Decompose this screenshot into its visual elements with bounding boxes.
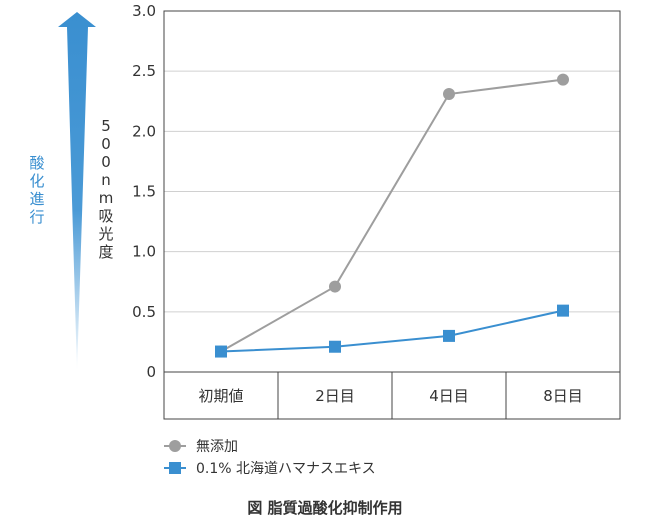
series-layer (215, 73, 569, 358)
y-tick-label: 3.0 (132, 2, 156, 20)
oxidation-arrow (58, 12, 96, 372)
y-tick-label: 0 (146, 363, 156, 381)
legend: 無添加 0.1% 北海道ハマナスエキス (164, 439, 376, 477)
figure-caption: 図 脂質過酸化抑制作用 (247, 499, 402, 517)
legend-label: 0.1% 北海道ハマナスエキス (196, 461, 376, 477)
y-tick-label: 0.5 (132, 303, 156, 321)
data-point (329, 280, 341, 293)
oxidation-arrow-shape (58, 12, 96, 372)
y-tick-label: 2.0 (132, 122, 156, 140)
arrow-label: 酸化進行 (29, 154, 44, 226)
data-point (557, 304, 569, 317)
data-point (557, 73, 569, 86)
category-table: 初期値 2日目 4日目 8日目 (163, 371, 621, 420)
y-axis-label: 5 0 0 n m 吸光度 (98, 117, 113, 261)
category-label: 4日目 (429, 387, 469, 405)
y-tick-label: 1.0 (132, 243, 156, 261)
category-label: 初期値 (198, 387, 243, 405)
legend-marker (169, 462, 181, 474)
series-line-1 (220, 309, 564, 353)
legend-marker (169, 440, 181, 452)
y-tick-label: 2.5 (132, 62, 156, 80)
y-tick-label: 1.5 (132, 183, 156, 201)
data-point (215, 345, 227, 358)
category-label: 8日目 (543, 387, 583, 405)
data-point (443, 329, 455, 342)
y-tick-labels: 0 0.5 1.0 1.5 2.0 2.5 3.0 (132, 2, 156, 381)
category-label: 2日目 (315, 387, 355, 405)
series-line-0 (220, 78, 564, 353)
legend-label: 無添加 (196, 439, 238, 455)
data-point (443, 88, 455, 101)
data-point (329, 340, 341, 353)
